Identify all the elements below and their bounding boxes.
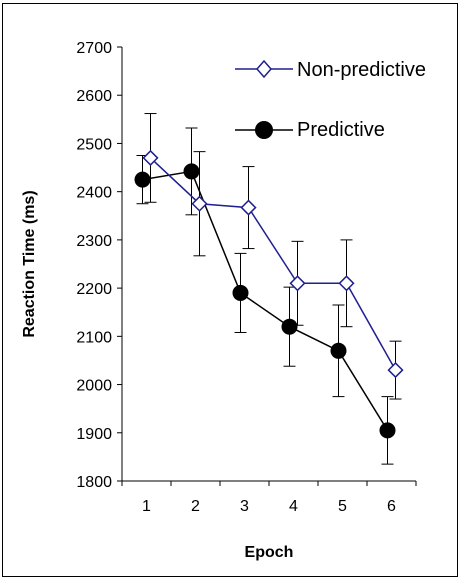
- y-tick-label: 2500: [76, 136, 112, 153]
- point-non-predictive: [142, 149, 159, 166]
- y-tick-label: 1800: [76, 474, 112, 491]
- series-predictive: [134, 127, 396, 465]
- point-non-predictive: [191, 195, 208, 212]
- x-ticks: 1 2 3 4 5 6: [121, 481, 417, 515]
- y-tick-label: 1900: [76, 426, 112, 443]
- legend-item-non-predictive: Non-predictive: [235, 59, 426, 81]
- y-axis-title: Reaction Time (ms): [21, 190, 38, 337]
- y-ticks: 1800 1900 2000 2100 2200 2300 2400 2500 2600 2700: [76, 40, 122, 491]
- x-tick-label: 1: [142, 498, 151, 515]
- point-predictive: [232, 284, 249, 301]
- x-axis-title: Epoch: [245, 544, 294, 561]
- y-tick-label: 2100: [76, 329, 112, 346]
- y-tick-label: 2300: [76, 233, 112, 250]
- legend: Non-predictive Predictive: [235, 59, 426, 141]
- x-tick-label: 2: [191, 498, 200, 515]
- y-tick-label: 2400: [76, 185, 112, 202]
- series-layer: [134, 113, 404, 465]
- x-tick-label: 3: [240, 498, 249, 515]
- series-line-non-predictive: [149, 157, 397, 371]
- point-predictive: [330, 342, 347, 359]
- legend-label-predictive: Predictive: [297, 119, 385, 141]
- point-predictive: [134, 171, 151, 188]
- x-tick-label: 5: [338, 498, 347, 515]
- legend-label-non-predictive: Non-predictive: [297, 59, 426, 81]
- x-tick-label: 6: [387, 498, 396, 515]
- x-tick-label: 4: [289, 498, 298, 515]
- series-non-predictive: [142, 113, 404, 400]
- legend-marker-predictive: [255, 121, 273, 139]
- point-non-predictive: [289, 275, 306, 292]
- y-tick-label: 2700: [76, 40, 112, 57]
- point-predictive: [281, 318, 298, 335]
- point-predictive: [379, 422, 396, 439]
- legend-marker-non-predictive: [256, 59, 272, 79]
- series-line-predictive: [142, 170, 389, 431]
- point-non-predictive: [240, 199, 257, 216]
- point-non-predictive: [338, 275, 355, 292]
- y-tick-label: 2200: [76, 281, 112, 298]
- point-non-predictive: [387, 362, 404, 379]
- legend-item-predictive: Predictive: [235, 119, 385, 141]
- point-predictive: [183, 163, 200, 180]
- y-tick-label: 2600: [76, 88, 112, 105]
- y-tick-label: 2000: [76, 378, 112, 395]
